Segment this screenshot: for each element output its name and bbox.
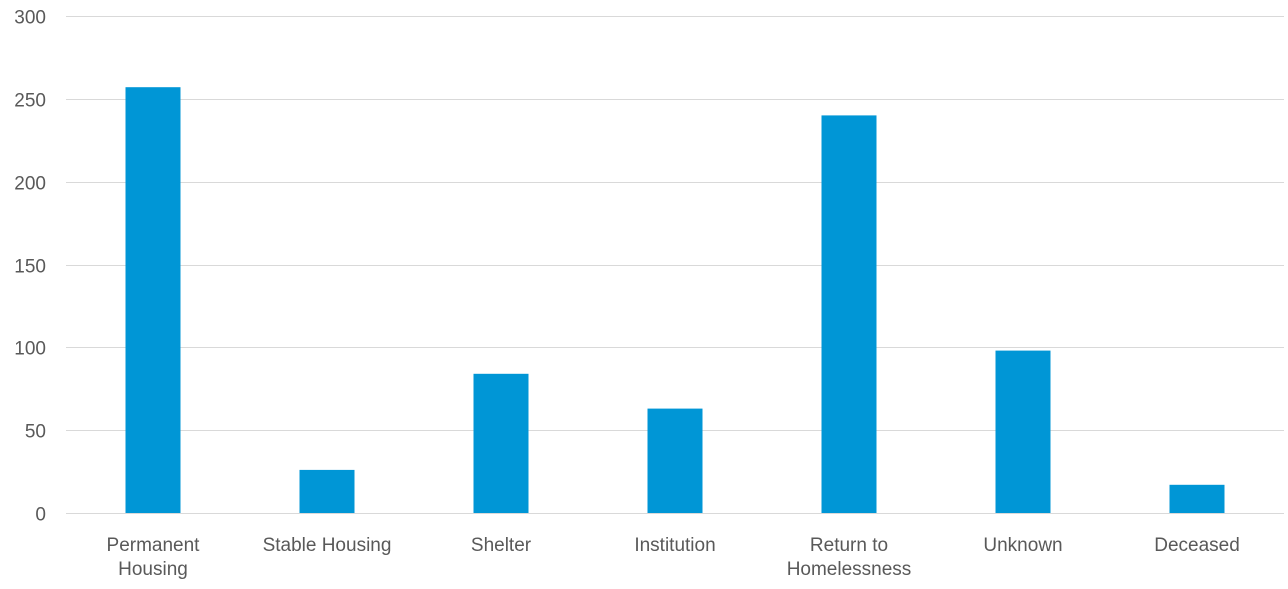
x-category-label: Institution	[634, 535, 715, 556]
x-category-label: Permanent Housing	[107, 535, 201, 580]
x-category-label-line: Return to	[810, 535, 888, 556]
y-tick-label: 300	[14, 8, 46, 29]
x-category-label: Shelter	[471, 535, 532, 556]
y-tick-label: 0	[35, 505, 46, 526]
x-category-label: Stable Housing	[263, 535, 392, 556]
bar	[647, 408, 703, 513]
x-axis-category-labels: Permanent Housing Stable Housing Shelter Ins…	[107, 535, 1240, 580]
bar	[995, 350, 1051, 513]
y-tick-label: 50	[25, 422, 46, 443]
x-category-label: Unknown	[983, 535, 1062, 556]
y-axis-tick-labels: 0 50 100 150 200 250 300	[14, 8, 46, 526]
bars	[125, 87, 1225, 514]
y-tick-label: 200	[14, 174, 46, 195]
x-category-label: Deceased	[1154, 535, 1240, 556]
y-tick-label: 150	[14, 257, 46, 278]
bar	[821, 115, 877, 514]
bar	[1169, 484, 1225, 513]
bar	[125, 87, 181, 513]
x-category-label-line: Deceased	[1154, 535, 1240, 556]
gridlines	[66, 16, 1284, 514]
x-category-label-line: Shelter	[471, 535, 532, 556]
x-category-label-line: Permanent	[107, 535, 201, 556]
x-category-label-line: Institution	[634, 535, 715, 556]
bar	[473, 373, 529, 513]
x-category-label: Return to Homelessness	[787, 535, 912, 580]
y-tick-label: 250	[14, 91, 46, 112]
x-category-label-line: Stable Housing	[263, 535, 392, 556]
y-tick-label: 100	[14, 339, 46, 360]
x-category-label-line: Unknown	[983, 535, 1062, 556]
x-category-label-line: Housing	[118, 559, 188, 580]
bar	[299, 469, 355, 513]
x-category-label-line: Homelessness	[787, 559, 912, 580]
